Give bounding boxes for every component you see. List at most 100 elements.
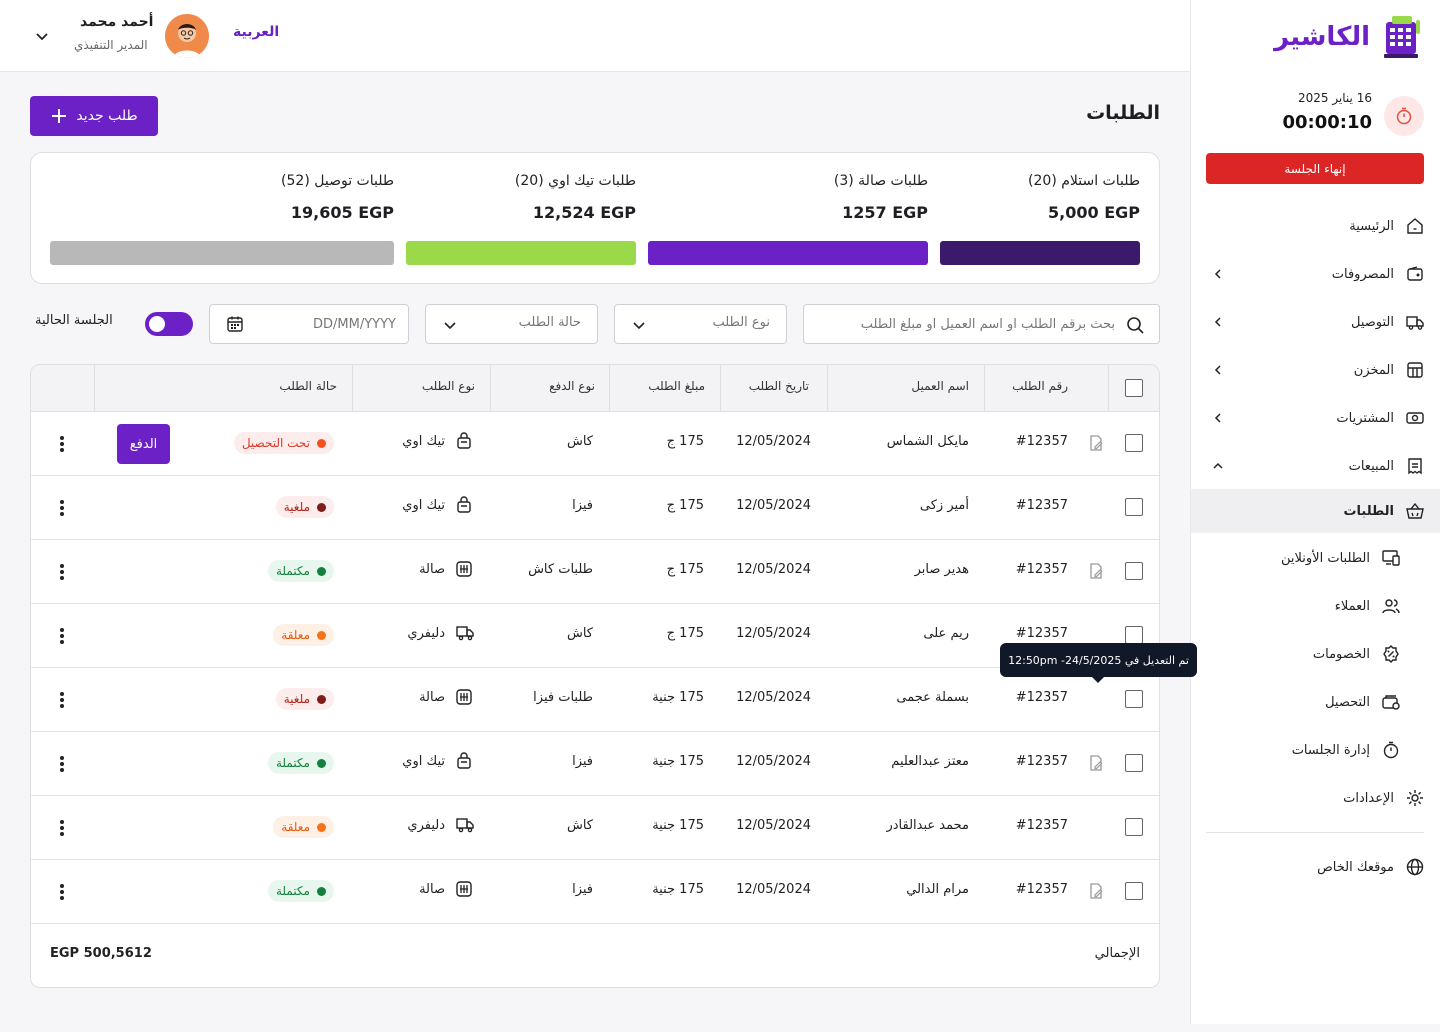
table-row[interactable]: #12357 ريم على 12/05/2024 175 ج كاش دليفري معل…	[31, 604, 1159, 668]
cell-payment: طلبات كاش	[528, 562, 593, 577]
truck-icon	[1404, 311, 1426, 333]
user-menu-chevron-icon[interactable]	[32, 26, 52, 46]
cell-order-no[interactable]: #12357	[1015, 818, 1068, 833]
edited-note-icon[interactable]	[1087, 562, 1105, 584]
header-status[interactable]: حالة الطلب	[279, 379, 337, 393]
row-checkbox[interactable]	[1125, 882, 1143, 900]
cell-order-no[interactable]: #12357	[1015, 882, 1068, 897]
more-options-icon[interactable]	[57, 882, 67, 902]
sidebar-item-label: المصروفات	[1331, 266, 1394, 282]
status-dot	[317, 886, 326, 896]
avatar[interactable]	[165, 14, 209, 58]
cell-amount: 175 جنية	[652, 690, 704, 705]
more-options-icon[interactable]	[57, 498, 67, 518]
end-session-button[interactable]: إنهاء الجلسة	[1206, 153, 1424, 184]
header-type[interactable]: نوع الطلب	[421, 379, 475, 393]
cell-order-no[interactable]: #12357	[1015, 754, 1068, 769]
chevron-left-icon	[1211, 412, 1225, 424]
more-options-icon[interactable]	[57, 818, 67, 838]
header-payment[interactable]: نوع الدفع	[549, 379, 595, 393]
more-options-icon[interactable]	[57, 754, 67, 774]
search-box	[803, 304, 1160, 344]
cell-date: 12/05/2024	[736, 562, 811, 577]
search-input[interactable]	[815, 305, 1115, 343]
row-checkbox[interactable]	[1125, 754, 1143, 772]
sidebar-item-expenses[interactable]: المصروفات	[1191, 252, 1440, 296]
date-input[interactable]	[270, 305, 400, 343]
language-switch[interactable]: العربية	[233, 24, 280, 40]
status-badge: مكتملة	[267, 880, 334, 902]
row-checkbox[interactable]	[1125, 434, 1143, 452]
edited-note-icon[interactable]	[1087, 882, 1105, 904]
edited-note-icon[interactable]	[1087, 434, 1105, 456]
sidebar-item-storage[interactable]: المخزن	[1191, 348, 1440, 392]
sidebar-item-purchases[interactable]: المشتريات	[1191, 396, 1440, 440]
header-order-no[interactable]: رقم الطلب	[1012, 379, 1068, 393]
sidebar-item-online-orders[interactable]: الطلبات الأونلاين	[1191, 536, 1440, 580]
dinein-icon	[455, 560, 473, 582]
pay-button[interactable]: الدفع	[117, 424, 170, 464]
sidebar-item-delivery[interactable]: التوصيل	[1191, 300, 1440, 344]
cell-order-no[interactable]: #12357	[1015, 626, 1068, 641]
status-label: مكتملة	[275, 564, 310, 578]
table-row[interactable]: #12357 بسملة عجمى 12/05/2024 175 جنية طلبات …	[31, 668, 1159, 732]
column-divider	[720, 365, 721, 411]
cell-order-no[interactable]: #12357	[1015, 434, 1068, 449]
status-dot	[317, 502, 326, 512]
cell-order-no[interactable]: #12357	[1015, 690, 1068, 705]
row-checkbox[interactable]	[1125, 498, 1143, 516]
table-row[interactable]: #12357 أمير زكى 12/05/2024 175 ج فيزا تيك اوي…	[31, 476, 1159, 540]
select-all-checkbox[interactable]	[1125, 379, 1143, 397]
user-name: أحمد محمد	[80, 14, 154, 30]
more-options-icon[interactable]	[57, 562, 67, 582]
sidebar-item-label: إدارة الجلسات	[1291, 742, 1370, 758]
order-type-label: نوع الطلب	[712, 315, 770, 330]
order-status-label: حالة الطلب	[518, 315, 581, 330]
row-checkbox[interactable]	[1125, 690, 1143, 708]
column-divider	[352, 365, 353, 411]
cell-customer: هدير صابر	[914, 562, 969, 577]
sidebar-item-label: الطلبات الأونلاين	[1281, 550, 1370, 566]
sidebar-item-sessions[interactable]: إدارة الجلسات	[1191, 728, 1440, 772]
table-row[interactable]: #12357 معتز عبدالعليم 12/05/2024 175 جنية في…	[31, 732, 1159, 796]
current-session-toggle[interactable]	[145, 312, 193, 336]
sidebar-item-sales[interactable]: المبيعات	[1191, 444, 1440, 488]
order-type-select[interactable]: نوع الطلب	[614, 304, 787, 344]
more-options-icon[interactable]	[57, 434, 67, 454]
more-options-icon[interactable]	[57, 626, 67, 646]
new-order-button[interactable]: طلب جديد	[30, 96, 158, 136]
row-checkbox[interactable]	[1125, 562, 1143, 580]
status-badge: مكتملة	[267, 560, 334, 582]
cell-order-no[interactable]: #12357	[1015, 498, 1068, 513]
header-customer[interactable]: اسم العميل	[911, 379, 969, 393]
order-status-select[interactable]: حالة الطلب	[425, 304, 598, 344]
sidebar-item-settings[interactable]: الإعدادات	[1191, 776, 1440, 820]
header-amount[interactable]: مبلغ الطلب	[648, 379, 705, 393]
column-divider	[827, 365, 828, 411]
sidebar-item-customers[interactable]: العملاء	[1191, 584, 1440, 628]
top-bar: أحمد محمد المدير التنفيذي العربية	[0, 0, 1190, 72]
table-row[interactable]: #12357 مرام الدالي 12/05/2024 175 جنية فيزا ص…	[31, 860, 1159, 924]
row-checkbox[interactable]	[1125, 626, 1143, 644]
calendar-icon[interactable]	[226, 315, 244, 333]
status-badge: ملغية	[275, 688, 334, 710]
table-row[interactable]: #12357 مايكل الشماس 12/05/2024 175 ج كاش تيك …	[31, 412, 1159, 476]
column-divider	[984, 365, 985, 411]
sidebar-item-home[interactable]: الرئيسية	[1191, 204, 1440, 248]
sidebar-item-website[interactable]: موقعك الخاص	[1191, 845, 1440, 889]
more-options-icon[interactable]	[57, 690, 67, 710]
cell-customer: ريم على	[923, 626, 969, 641]
total-value: EGP 500,5612	[50, 946, 152, 961]
sidebar-item-discounts[interactable]: الخصومات	[1191, 632, 1440, 676]
cell-order-no[interactable]: #12357	[1015, 562, 1068, 577]
users-icon	[1380, 595, 1402, 617]
table-row[interactable]: #12357 هدير صابر 12/05/2024 175 ج طلبات كاش ص…	[31, 540, 1159, 604]
header-date[interactable]: تاريخ الطلب	[748, 379, 809, 393]
column-divider	[1108, 365, 1109, 411]
table-row[interactable]: #12357 محمد عبدالقادر 12/05/2024 175 جنية كا…	[31, 796, 1159, 860]
edited-note-icon[interactable]	[1087, 754, 1105, 776]
sidebar-item-collection[interactable]: التحصيل	[1191, 680, 1440, 724]
column-divider	[609, 365, 610, 411]
row-checkbox[interactable]	[1125, 818, 1143, 836]
sidebar-item-orders[interactable]: الطلبات	[1191, 489, 1440, 533]
